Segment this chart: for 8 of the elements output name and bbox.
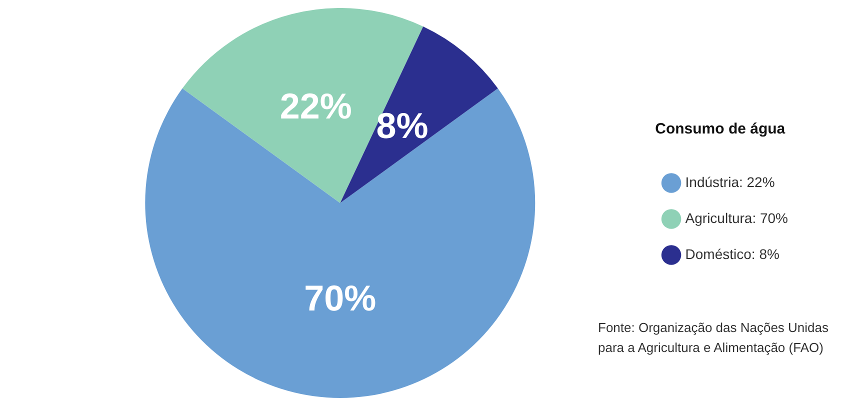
legend-label: Agricultura: 70% <box>685 210 788 226</box>
data-label: 8% <box>376 104 428 146</box>
legend-label: Indústria: 22% <box>685 174 775 190</box>
legend-title: Consumo de água <box>655 120 786 138</box>
data-label: 70% <box>304 277 376 318</box>
legend-label: Doméstico: 8% <box>685 246 780 262</box>
source-note: Fonte: Organização das Nações Unidas para a Agricultura e Alimentação (FAO) <box>598 319 830 357</box>
data-label: 22% <box>280 85 352 126</box>
